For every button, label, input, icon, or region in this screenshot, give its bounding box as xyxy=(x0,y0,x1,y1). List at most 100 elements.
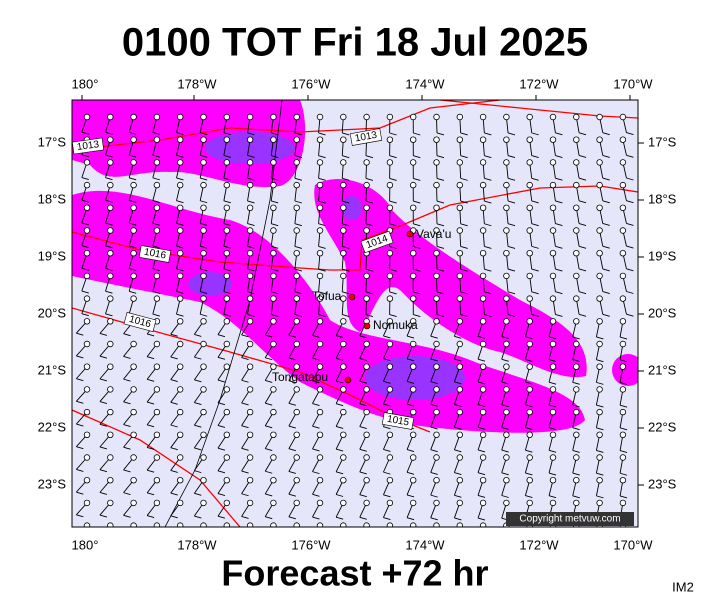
barb-station xyxy=(364,432,370,438)
barb-flag xyxy=(360,540,367,542)
barb-station xyxy=(131,160,137,166)
barb-station xyxy=(131,455,137,461)
barb-station xyxy=(271,182,277,188)
barb-station xyxy=(410,137,416,143)
barb-station xyxy=(294,523,300,529)
barb-station xyxy=(224,432,230,438)
barb-station xyxy=(271,319,277,325)
barb-station xyxy=(108,319,114,325)
barb-station xyxy=(131,250,137,256)
barb-station xyxy=(434,319,440,325)
barb-staff xyxy=(644,503,646,519)
barb-station xyxy=(574,296,580,302)
barb-station xyxy=(480,160,486,166)
barb-station xyxy=(131,296,137,302)
barb-station xyxy=(527,250,533,256)
barb-station xyxy=(457,523,463,529)
barb-station xyxy=(550,477,556,483)
barb-station xyxy=(574,273,580,279)
barb-station xyxy=(341,523,347,529)
barb-station xyxy=(480,296,486,302)
barb-station xyxy=(434,273,440,279)
barb-station xyxy=(224,477,230,483)
barb-station xyxy=(410,477,416,483)
barb-station xyxy=(527,432,533,438)
barb-station xyxy=(271,364,277,370)
barb-station xyxy=(504,409,510,415)
barb-station xyxy=(177,114,183,120)
barb-station xyxy=(643,387,649,393)
barb-station xyxy=(480,477,486,483)
barb-flag xyxy=(478,541,485,543)
barb-station xyxy=(247,341,253,347)
barb-station xyxy=(271,500,277,506)
barb-station xyxy=(434,387,440,393)
barb-station xyxy=(247,523,253,529)
barb-station xyxy=(201,296,207,302)
barb-station xyxy=(364,160,370,166)
barb-station xyxy=(597,341,603,347)
barb-station xyxy=(201,319,207,325)
barb-station xyxy=(410,273,416,279)
barb-station xyxy=(177,137,183,143)
barb-station xyxy=(108,409,114,415)
barb-station xyxy=(271,114,277,120)
barb-station xyxy=(480,273,486,279)
lon-label-bottom: 180° xyxy=(72,537,99,552)
lon-label-bottom: 176°W xyxy=(291,537,331,552)
barb-staff xyxy=(644,480,646,496)
barb-station xyxy=(504,341,510,347)
barb-station xyxy=(457,114,463,120)
barb-staff xyxy=(644,435,646,451)
barb-station xyxy=(527,137,533,143)
barb-flag xyxy=(596,541,603,543)
barb-station xyxy=(387,477,393,483)
barb-station xyxy=(527,455,533,461)
barb-station xyxy=(574,364,580,370)
barb-flag xyxy=(502,541,509,543)
barb-station xyxy=(341,228,347,234)
barb-station xyxy=(643,455,649,461)
barb-station xyxy=(341,205,347,211)
barb-station xyxy=(84,341,90,347)
barb-station xyxy=(434,409,440,415)
barb-station xyxy=(527,477,533,483)
barb-station xyxy=(620,341,626,347)
lat-label-left: 21°S xyxy=(38,362,67,377)
barb-station xyxy=(574,160,580,166)
barb-station xyxy=(247,137,253,143)
barb-station xyxy=(434,205,440,211)
barb-station xyxy=(294,319,300,325)
barb-station xyxy=(84,455,90,461)
barb-station xyxy=(224,319,230,325)
barb-station xyxy=(294,182,300,188)
barb-station xyxy=(341,455,347,461)
barb-station xyxy=(84,364,90,370)
barb-station xyxy=(504,250,510,256)
barb-station xyxy=(131,137,137,143)
barb-station xyxy=(177,364,183,370)
barb-station xyxy=(201,228,207,234)
barb-station xyxy=(154,500,160,506)
barb-station xyxy=(527,341,533,347)
barb-station xyxy=(294,500,300,506)
barb-station xyxy=(131,523,137,529)
place-dot xyxy=(345,377,351,383)
barb-station xyxy=(294,387,300,393)
barb-station xyxy=(341,137,347,143)
barb-station xyxy=(387,114,393,120)
barb-station xyxy=(364,228,370,234)
barb-station xyxy=(434,296,440,302)
barb-flag xyxy=(644,451,651,453)
barb-station xyxy=(201,250,207,256)
barb-station xyxy=(317,387,323,393)
lat-label-right: 17°S xyxy=(648,134,677,149)
barb-station xyxy=(364,500,370,506)
barb-station xyxy=(84,250,90,256)
barb-flag xyxy=(644,473,651,475)
barb-station xyxy=(364,455,370,461)
barb-station xyxy=(410,296,416,302)
barb-staff xyxy=(646,117,650,133)
barb-station xyxy=(108,228,114,234)
barb-station xyxy=(108,250,114,256)
